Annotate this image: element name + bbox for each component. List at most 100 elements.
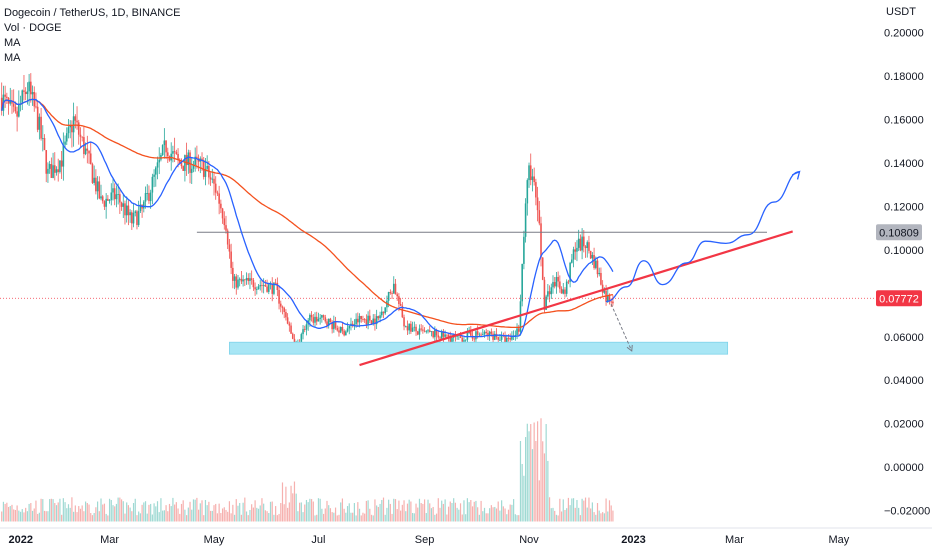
candle[interactable] — [4, 85, 6, 108]
candle[interactable] — [276, 277, 279, 297]
candle[interactable] — [101, 194, 104, 204]
candle[interactable] — [122, 194, 125, 219]
candle[interactable] — [362, 315, 364, 322]
candle[interactable] — [516, 323, 518, 340]
candle[interactable] — [158, 147, 161, 175]
candle[interactable] — [290, 322, 292, 334]
candle[interactable] — [2, 85, 5, 117]
candle[interactable] — [154, 166, 157, 187]
candle[interactable] — [321, 314, 323, 323]
candle[interactable] — [269, 281, 272, 290]
candle[interactable] — [149, 189, 152, 209]
candle[interactable] — [98, 176, 101, 200]
candle[interactable] — [281, 305, 284, 315]
candle[interactable] — [175, 149, 178, 155]
candle[interactable] — [153, 169, 155, 188]
candle[interactable] — [74, 114, 77, 129]
candle[interactable] — [197, 154, 200, 172]
candle[interactable] — [334, 316, 337, 330]
candle[interactable] — [168, 155, 171, 162]
candle[interactable] — [11, 89, 13, 114]
candle[interactable] — [113, 183, 116, 206]
candle[interactable] — [430, 331, 433, 337]
candle[interactable] — [538, 200, 541, 226]
candle[interactable] — [348, 325, 351, 335]
candle[interactable] — [559, 275, 561, 293]
support-zone-rect[interactable] — [229, 341, 729, 355]
candle[interactable] — [146, 184, 149, 201]
candle[interactable] — [103, 200, 106, 211]
candle[interactable] — [206, 155, 208, 172]
candle[interactable] — [567, 279, 570, 285]
candle[interactable] — [531, 168, 534, 192]
candle[interactable] — [380, 306, 383, 318]
candle[interactable] — [91, 162, 94, 185]
candle[interactable] — [69, 120, 71, 139]
candle[interactable] — [497, 336, 500, 343]
candle[interactable] — [199, 156, 202, 174]
candle[interactable] — [550, 283, 553, 299]
candle[interactable] — [317, 312, 320, 322]
candle[interactable] — [156, 156, 159, 180]
candle[interactable] — [523, 230, 525, 270]
candle[interactable] — [16, 106, 18, 132]
candle[interactable] — [42, 125, 44, 152]
candle[interactable] — [228, 238, 231, 259]
candle[interactable] — [256, 286, 258, 295]
candle[interactable] — [182, 165, 184, 171]
candle[interactable] — [512, 330, 515, 341]
candle[interactable] — [81, 136, 83, 142]
candle[interactable] — [312, 313, 315, 326]
legend-ma-slow[interactable]: MA — [4, 52, 21, 64]
candle[interactable] — [47, 162, 49, 183]
candle[interactable] — [190, 157, 193, 185]
candle[interactable] — [487, 329, 489, 341]
candle[interactable] — [30, 73, 32, 103]
candle[interactable] — [266, 279, 268, 293]
candle[interactable] — [343, 329, 345, 337]
candle[interactable] — [327, 318, 330, 329]
candle[interactable] — [218, 185, 220, 215]
candle[interactable] — [314, 312, 316, 327]
candle[interactable] — [48, 160, 51, 174]
candle[interactable] — [127, 200, 130, 226]
candle[interactable] — [514, 330, 517, 341]
candle[interactable] — [247, 273, 250, 285]
candle[interactable] — [394, 279, 397, 295]
candle[interactable] — [564, 287, 566, 298]
candle[interactable] — [172, 145, 174, 163]
candle[interactable] — [524, 198, 527, 243]
candle[interactable] — [160, 152, 162, 162]
ma-slow-line[interactable] — [1, 98, 614, 329]
candle[interactable] — [252, 277, 255, 291]
candle[interactable] — [120, 201, 123, 211]
candle[interactable] — [79, 127, 82, 148]
candle[interactable] — [100, 184, 102, 201]
candle[interactable] — [36, 100, 39, 133]
candle[interactable] — [389, 289, 392, 295]
candle[interactable] — [535, 178, 537, 206]
ma-fast-line[interactable] — [1, 98, 614, 338]
candle[interactable] — [565, 279, 568, 297]
candle[interactable] — [107, 195, 109, 201]
candle[interactable] — [529, 153, 532, 186]
candle[interactable] — [315, 311, 318, 326]
candle[interactable] — [245, 272, 248, 285]
candle[interactable] — [257, 283, 260, 290]
candle[interactable] — [600, 267, 602, 286]
candle[interactable] — [232, 261, 234, 289]
candle[interactable] — [584, 245, 587, 258]
candle[interactable] — [64, 135, 66, 149]
candle[interactable] — [406, 320, 409, 336]
candle[interactable] — [428, 325, 431, 333]
candle[interactable] — [53, 152, 56, 181]
candle[interactable] — [95, 169, 97, 195]
candle[interactable] — [60, 150, 63, 179]
candle[interactable] — [473, 337, 476, 343]
candle[interactable] — [302, 324, 304, 340]
candle[interactable] — [201, 152, 203, 171]
candle[interactable] — [423, 327, 426, 333]
candle[interactable] — [392, 276, 395, 294]
candle[interactable] — [319, 314, 321, 325]
